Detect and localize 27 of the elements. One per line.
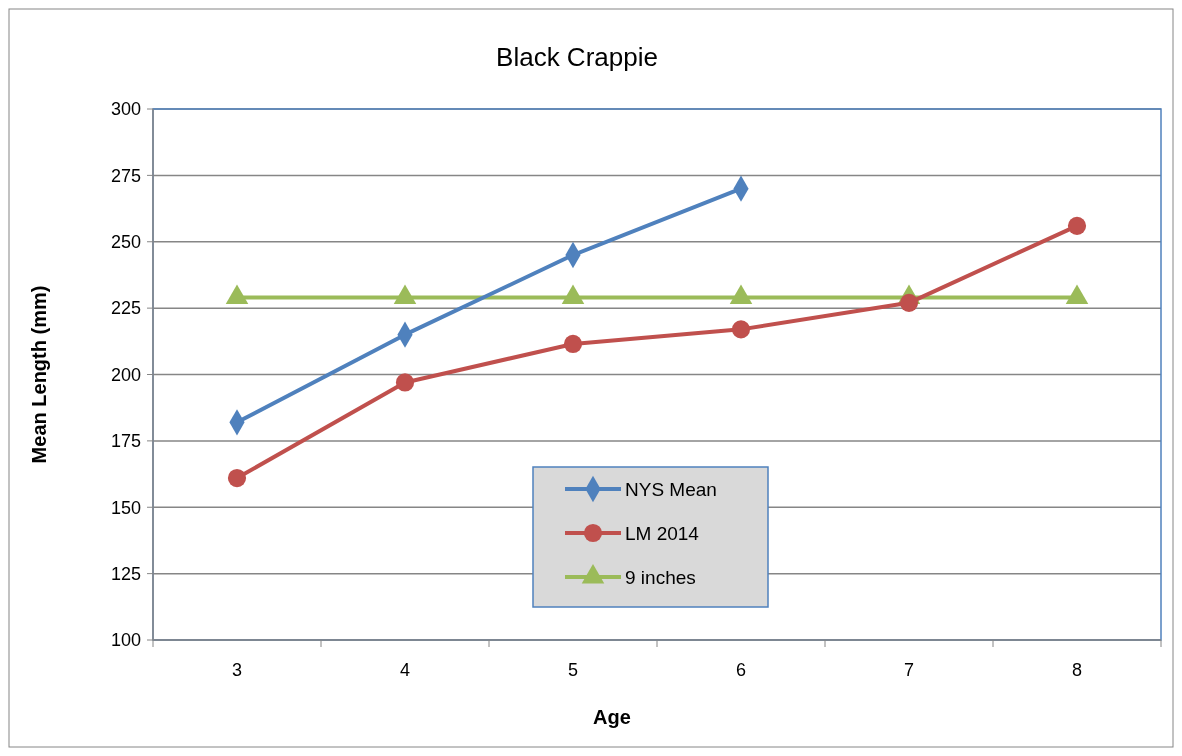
x-tick-label: 8 [1071,660,1083,680]
y-axis-title: Mean Length (mm) [28,285,50,464]
x-tick-label: 3 [231,660,243,680]
legend-label: LM 2014 [625,522,700,544]
y-tick-label: 225 [110,298,141,319]
x-tick-label: 4 [399,660,411,680]
point [899,293,919,312]
x-tick-label: 7 [903,660,915,680]
point [395,373,415,392]
y-tick-label: 200 [110,364,141,385]
point [1067,216,1087,235]
chart-title: Black Crappie [496,42,658,72]
point [731,320,751,339]
x-tick-label: 6 [735,660,747,680]
y-tick-label: 125 [110,563,141,584]
legend-label: 9 inches [625,566,696,588]
y-tick-label: 100 [110,630,141,651]
y-tick-label: 300 [110,99,141,120]
x-axis-title: Age [593,706,631,728]
point [563,334,583,354]
y-tick-label: 150 [110,497,141,518]
point [227,468,247,488]
x-tick-label: 5 [567,660,579,680]
y-tick-label: 275 [110,165,141,186]
y-tick-label: 175 [110,431,141,452]
y-tick-label: 250 [110,232,141,253]
legend-label: NYS Mean [625,478,717,500]
